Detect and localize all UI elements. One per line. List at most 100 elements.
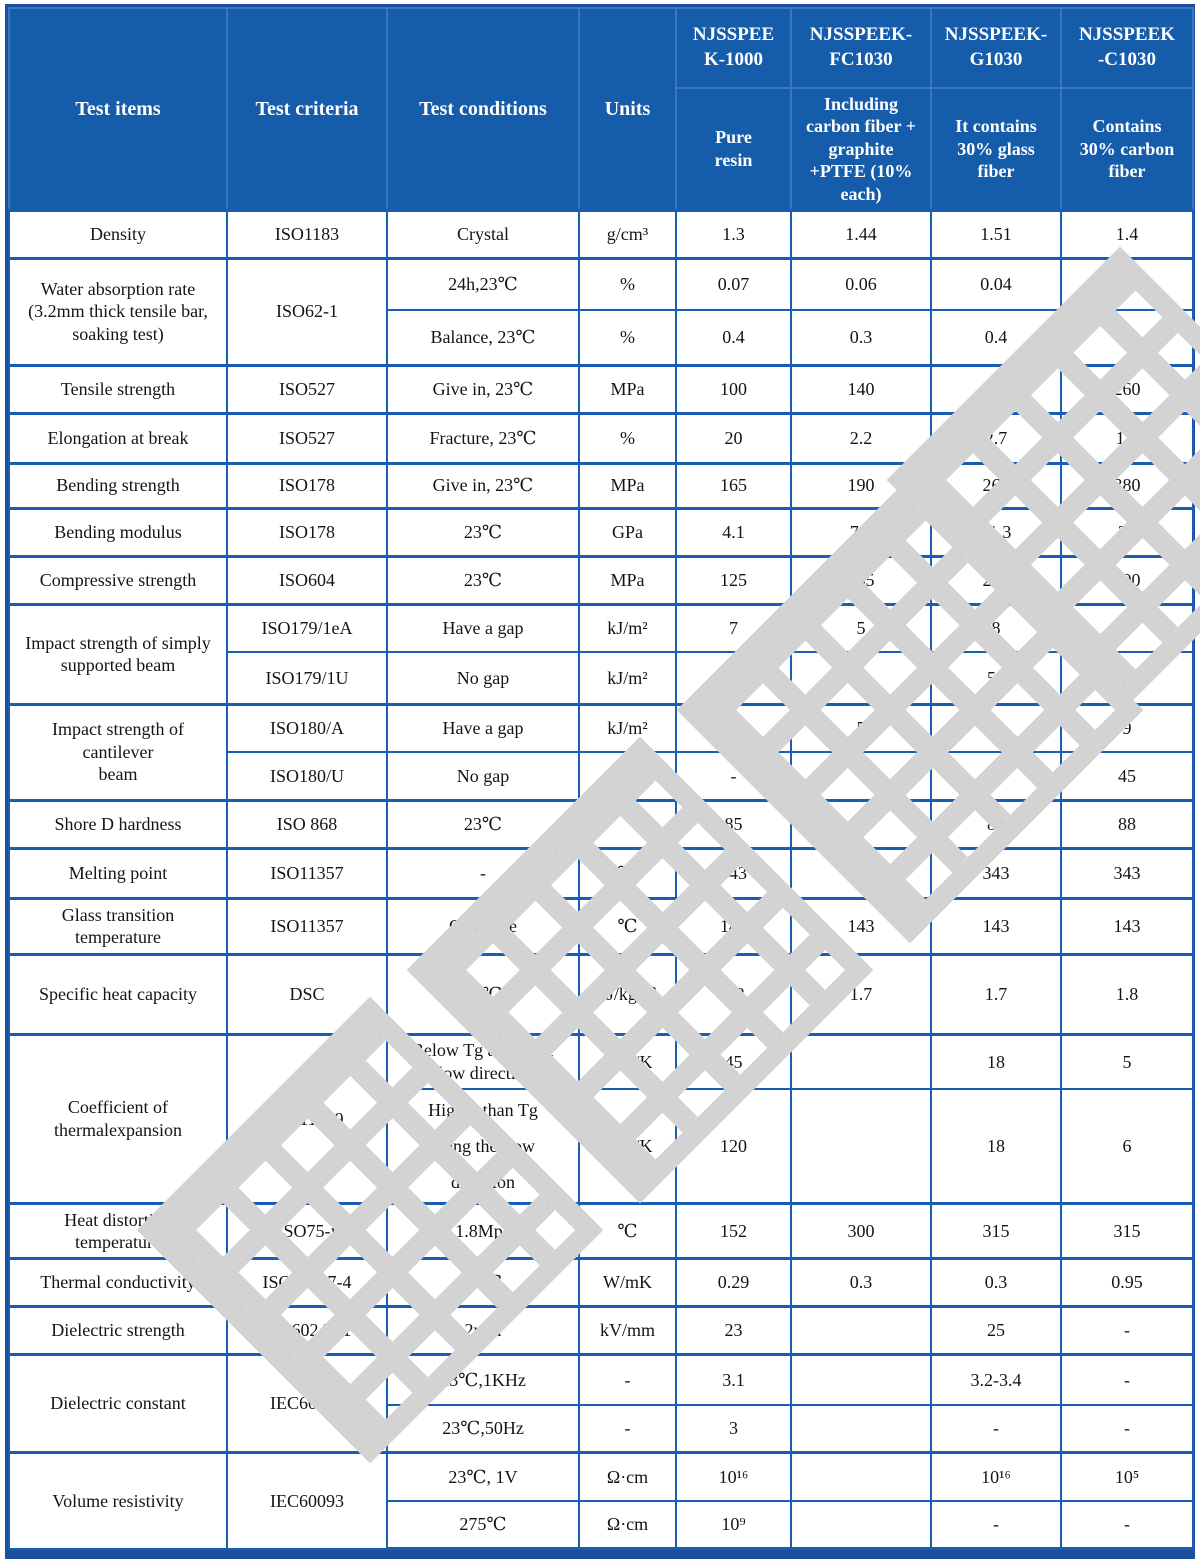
cell-unit: ℃ bbox=[578, 896, 677, 955]
cell-value: 5 bbox=[790, 602, 932, 653]
cell-criteria: ISO75-f bbox=[226, 1202, 388, 1260]
cell-condition: 23℃ bbox=[386, 554, 580, 605]
cell-condition: 23℃ bbox=[386, 798, 580, 849]
cell-value bbox=[790, 1403, 932, 1454]
cell-condition: Have a gap bbox=[386, 702, 580, 753]
cell-item: Coefficient of thermalexpansion bbox=[8, 1032, 228, 1205]
cell-value: 11.3 bbox=[930, 506, 1062, 557]
cell-value: 2.2 bbox=[790, 411, 932, 464]
cell-item: Specific heat capacity bbox=[8, 952, 228, 1035]
table-frame: Test items Test criteria Test conditions… bbox=[5, 4, 1195, 1559]
cell-value: 18 bbox=[930, 1032, 1062, 1090]
cell-value bbox=[675, 651, 792, 705]
cell-value: - bbox=[675, 751, 792, 801]
cell-value: 250 bbox=[930, 554, 1062, 605]
cell-value: - bbox=[1060, 1403, 1194, 1454]
cell-criteria: ISO527 bbox=[226, 363, 388, 414]
cell-value: 0.07 bbox=[675, 256, 792, 311]
cell-item: Dielectric strength bbox=[8, 1305, 228, 1356]
cell-criteria: ISO22007-4 bbox=[226, 1257, 388, 1308]
cell-value bbox=[790, 1353, 932, 1406]
cell-value: 3 bbox=[675, 1403, 792, 1454]
cell-value: 143 bbox=[930, 896, 1062, 955]
cell-value bbox=[790, 1305, 932, 1356]
cell-value: 0.06 bbox=[790, 256, 932, 311]
cell-value: 88 bbox=[930, 798, 1062, 849]
cell-item: Tensile strength bbox=[8, 363, 228, 414]
table-row: Dielectric strength IEC60243-1 2mm kV/mm… bbox=[8, 1305, 1194, 1356]
cell-criteria: IEC60243-1 bbox=[226, 1305, 388, 1356]
cell-item: Elongation at break bbox=[8, 411, 228, 464]
cell-value bbox=[790, 1451, 932, 1502]
cell-value bbox=[790, 1499, 932, 1550]
cell-unit: MPa bbox=[578, 554, 677, 605]
product-header-k1000: NJSSPEE K-1000 bbox=[675, 7, 792, 89]
cell-value: 143 bbox=[675, 896, 792, 955]
cell-value: 1.7 bbox=[1060, 411, 1194, 464]
col-header-test-conditions: Test conditions bbox=[386, 7, 580, 211]
col-header-test-criteria: Test criteria bbox=[226, 7, 388, 211]
cell-value: 120 bbox=[675, 1088, 792, 1205]
cell-value: 343 bbox=[675, 846, 792, 899]
cell-criteria: ISO11357 bbox=[226, 846, 388, 899]
cell-condition: Balance, 23℃ bbox=[386, 309, 580, 366]
cell-unit: g/cm³ bbox=[578, 208, 677, 259]
cell-value: 260 bbox=[1060, 363, 1194, 414]
cell-value: 25 bbox=[930, 1305, 1062, 1356]
cell-value: 0.3 bbox=[1060, 309, 1194, 366]
cell-condition: Fracture, 23℃ bbox=[386, 411, 580, 464]
cell-value: 7 bbox=[675, 602, 792, 653]
product-desc-g1030: It contains 30% glass fiber bbox=[930, 87, 1062, 211]
table-row: Volume resistivity IEC60093 23℃, 1V Ω·cm… bbox=[8, 1451, 1194, 1550]
cell-value: 125 bbox=[675, 554, 792, 605]
product-header-fc1030: NJSSPEEK- FC1030 bbox=[790, 7, 932, 89]
cell-condition: 23℃ bbox=[386, 952, 580, 1035]
cell-value: 10 bbox=[930, 702, 1062, 753]
cell-unit: ppm/K bbox=[578, 1088, 677, 1205]
cell-value: 18 bbox=[930, 1088, 1062, 1205]
cell-value: 1.7 bbox=[930, 952, 1062, 1035]
cell-criteria: ISO 868 bbox=[226, 798, 388, 849]
cell-value: - bbox=[1060, 1305, 1194, 1356]
spec-table: Test items Test criteria Test conditions… bbox=[8, 7, 1194, 1550]
cell-unit: ℃ bbox=[578, 846, 677, 899]
cell-condition: 275℃ bbox=[386, 1499, 580, 1550]
cell-value: 143 bbox=[790, 896, 932, 955]
cell-value: 3.1 bbox=[675, 1353, 792, 1406]
cell-criteria: ISO178 bbox=[226, 506, 388, 557]
cell-item: Bending strength bbox=[8, 461, 228, 509]
cell-unit: Ω·cm bbox=[578, 1451, 677, 1502]
cell-value: 0.4 bbox=[930, 309, 1062, 366]
cell-item: Shore D hardness bbox=[8, 798, 228, 849]
cell-value: 1.7 bbox=[790, 952, 932, 1035]
cell-condition: Give in, 23℃ bbox=[386, 363, 580, 414]
cell-value bbox=[790, 1088, 932, 1205]
cell-value: 300 bbox=[1060, 554, 1194, 605]
cell-unit: % bbox=[578, 256, 677, 311]
cell-value: 0.3 bbox=[790, 1257, 932, 1308]
cell-item: Water absorption rate (3.2mm thick tensi… bbox=[8, 256, 228, 366]
cell-value: 10⁹ bbox=[675, 1499, 792, 1550]
cell-value: 5 bbox=[790, 702, 932, 753]
cell-condition: Give in, 23℃ bbox=[386, 461, 580, 509]
cell-condition: No gap bbox=[386, 751, 580, 801]
table-row: Impact strength of cantilever beam ISO18… bbox=[8, 702, 1194, 801]
cell-unit: W/mK bbox=[578, 1257, 677, 1308]
cell-condition: 2mm bbox=[386, 1305, 580, 1356]
cell-value: 7 bbox=[1060, 602, 1194, 653]
cell-value: 1.8 bbox=[1060, 952, 1194, 1035]
cell-criteria: ISO178 bbox=[226, 461, 388, 509]
cell-value: 10¹⁶ bbox=[675, 1451, 792, 1502]
cell-value: 0.95 bbox=[1060, 1257, 1194, 1308]
cell-value: 1.44 bbox=[790, 208, 932, 259]
cell-value: 1.4 bbox=[1060, 208, 1194, 259]
product-desc-c1030: Contains 30% carbon fiber bbox=[1060, 87, 1194, 211]
cell-criteria: IEC60250 bbox=[226, 1353, 388, 1454]
cell-value: - bbox=[1060, 1353, 1194, 1406]
cell-unit: - bbox=[578, 1353, 677, 1406]
cell-item: Density bbox=[8, 208, 228, 259]
cell-value: 380 bbox=[1060, 461, 1194, 509]
table-row: Bending modulus ISO178 23℃ GPa 4.1 7.8 1… bbox=[8, 506, 1194, 557]
cell-value: 315 bbox=[1060, 1202, 1194, 1260]
